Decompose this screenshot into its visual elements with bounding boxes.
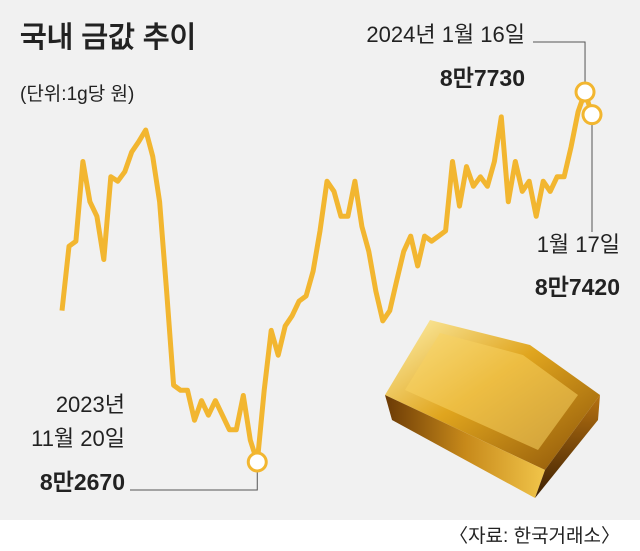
- source: 〈자료: 한국거래소〉: [449, 525, 620, 547]
- chart-subtitle: (단위:1g당 원): [20, 83, 134, 105]
- highlight-point: [581, 104, 603, 126]
- gold-bar-side: [535, 395, 600, 498]
- highlight-point: [574, 81, 596, 103]
- leader-line: [533, 41, 586, 83]
- date-label: 2024년 1월 16일: [366, 22, 525, 47]
- leader-line: [130, 471, 258, 491]
- price-line: [59, 89, 595, 465]
- gold-bar-front: [385, 395, 545, 498]
- footer-background: [0, 520, 640, 551]
- value-label: 8만7730: [440, 65, 525, 91]
- date-label: 11월 20일: [31, 426, 125, 451]
- gold-bar-face: [405, 333, 578, 450]
- chart-title: 국내 금값 추이: [20, 21, 196, 54]
- highlight-point: [246, 451, 268, 473]
- value-label: 8만2670: [40, 469, 125, 495]
- gold-bar: [385, 320, 600, 498]
- date-label: 1월 17일: [537, 232, 620, 257]
- date-label: 2023년: [56, 392, 125, 417]
- value-label: 8만7420: [535, 274, 620, 300]
